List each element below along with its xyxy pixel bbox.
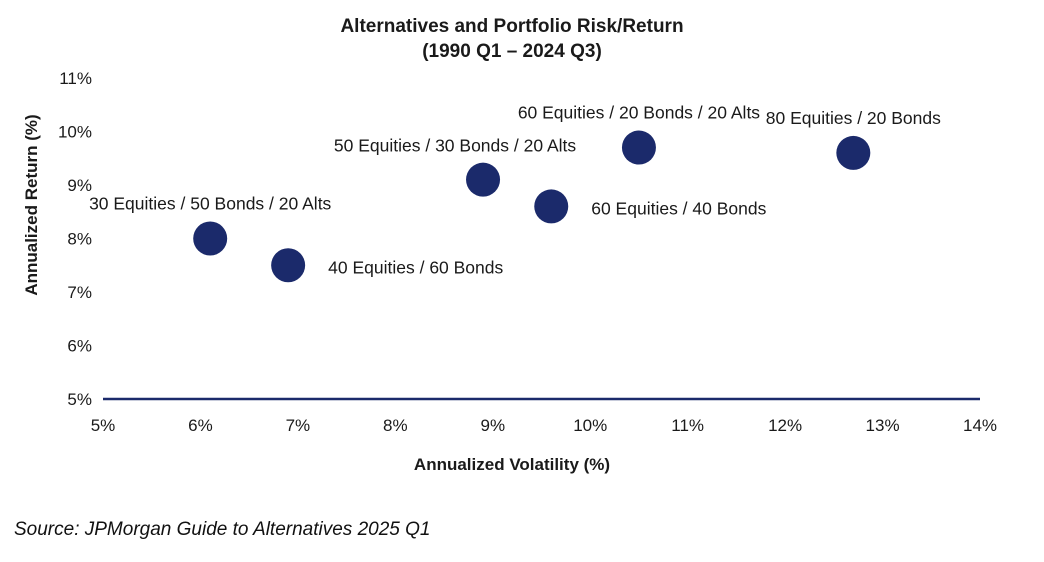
scatter-chart: Alternatives and Portfolio Risk/Return (… (22, 16, 997, 474)
data-points: 30 Equities / 50 Bonds / 20 Alts 40 Equit… (89, 103, 941, 283)
data-point (193, 221, 228, 256)
x-tick-label: 6% (188, 416, 213, 435)
chart-title-line-2: (1990 Q1 – 2024 Q3) (422, 41, 602, 62)
x-tick-label: 5% (91, 416, 116, 435)
data-point (621, 130, 656, 165)
data-point (271, 248, 306, 283)
y-tick-label: 11% (59, 69, 92, 88)
x-tick-label: 8% (383, 416, 408, 435)
source-note: Source: JPMorgan Guide to Alternatives 2… (14, 519, 431, 540)
y-tick-label: 7% (67, 283, 92, 302)
data-point (466, 162, 501, 197)
data-point (836, 135, 871, 170)
x-tick-label: 9% (480, 416, 505, 435)
x-axis-ticks: 5% 6% 7% 8% 9% 10% 11% 12% 13% 14% (91, 416, 997, 435)
x-axis-label: Annualized Volatility (%) (414, 455, 610, 474)
y-tick-label: 10% (58, 123, 92, 142)
x-tick-label: 7% (286, 416, 311, 435)
x-tick-label: 12% (768, 416, 802, 435)
y-axis-ticks: 5% 6% 7% 8% 9% 10% 11% (58, 69, 92, 409)
data-point-label: 80 Equities / 20 Bonds (766, 108, 941, 128)
y-tick-label: 5% (67, 390, 92, 409)
data-point (534, 189, 569, 224)
data-point-label: 60 Equities / 40 Bonds (591, 198, 766, 218)
data-point-label: 60 Equities / 20 Bonds / 20 Alts (518, 103, 760, 123)
x-tick-label: 11% (671, 416, 704, 435)
x-tick-label: 14% (963, 416, 997, 435)
data-point-label: 40 Equities / 60 Bonds (328, 257, 503, 277)
y-tick-label: 8% (67, 230, 92, 249)
x-tick-label: 13% (866, 416, 900, 435)
data-point-label: 50 Equities / 30 Bonds / 20 Alts (334, 136, 576, 156)
chart-title-line-1: Alternatives and Portfolio Risk/Return (340, 16, 683, 37)
x-tick-label: 10% (573, 416, 607, 435)
y-tick-label: 9% (67, 176, 92, 195)
y-axis-label: Annualized Return (%) (22, 114, 41, 295)
data-point-label: 30 Equities / 50 Bonds / 20 Alts (89, 194, 331, 214)
y-tick-label: 6% (67, 337, 92, 356)
